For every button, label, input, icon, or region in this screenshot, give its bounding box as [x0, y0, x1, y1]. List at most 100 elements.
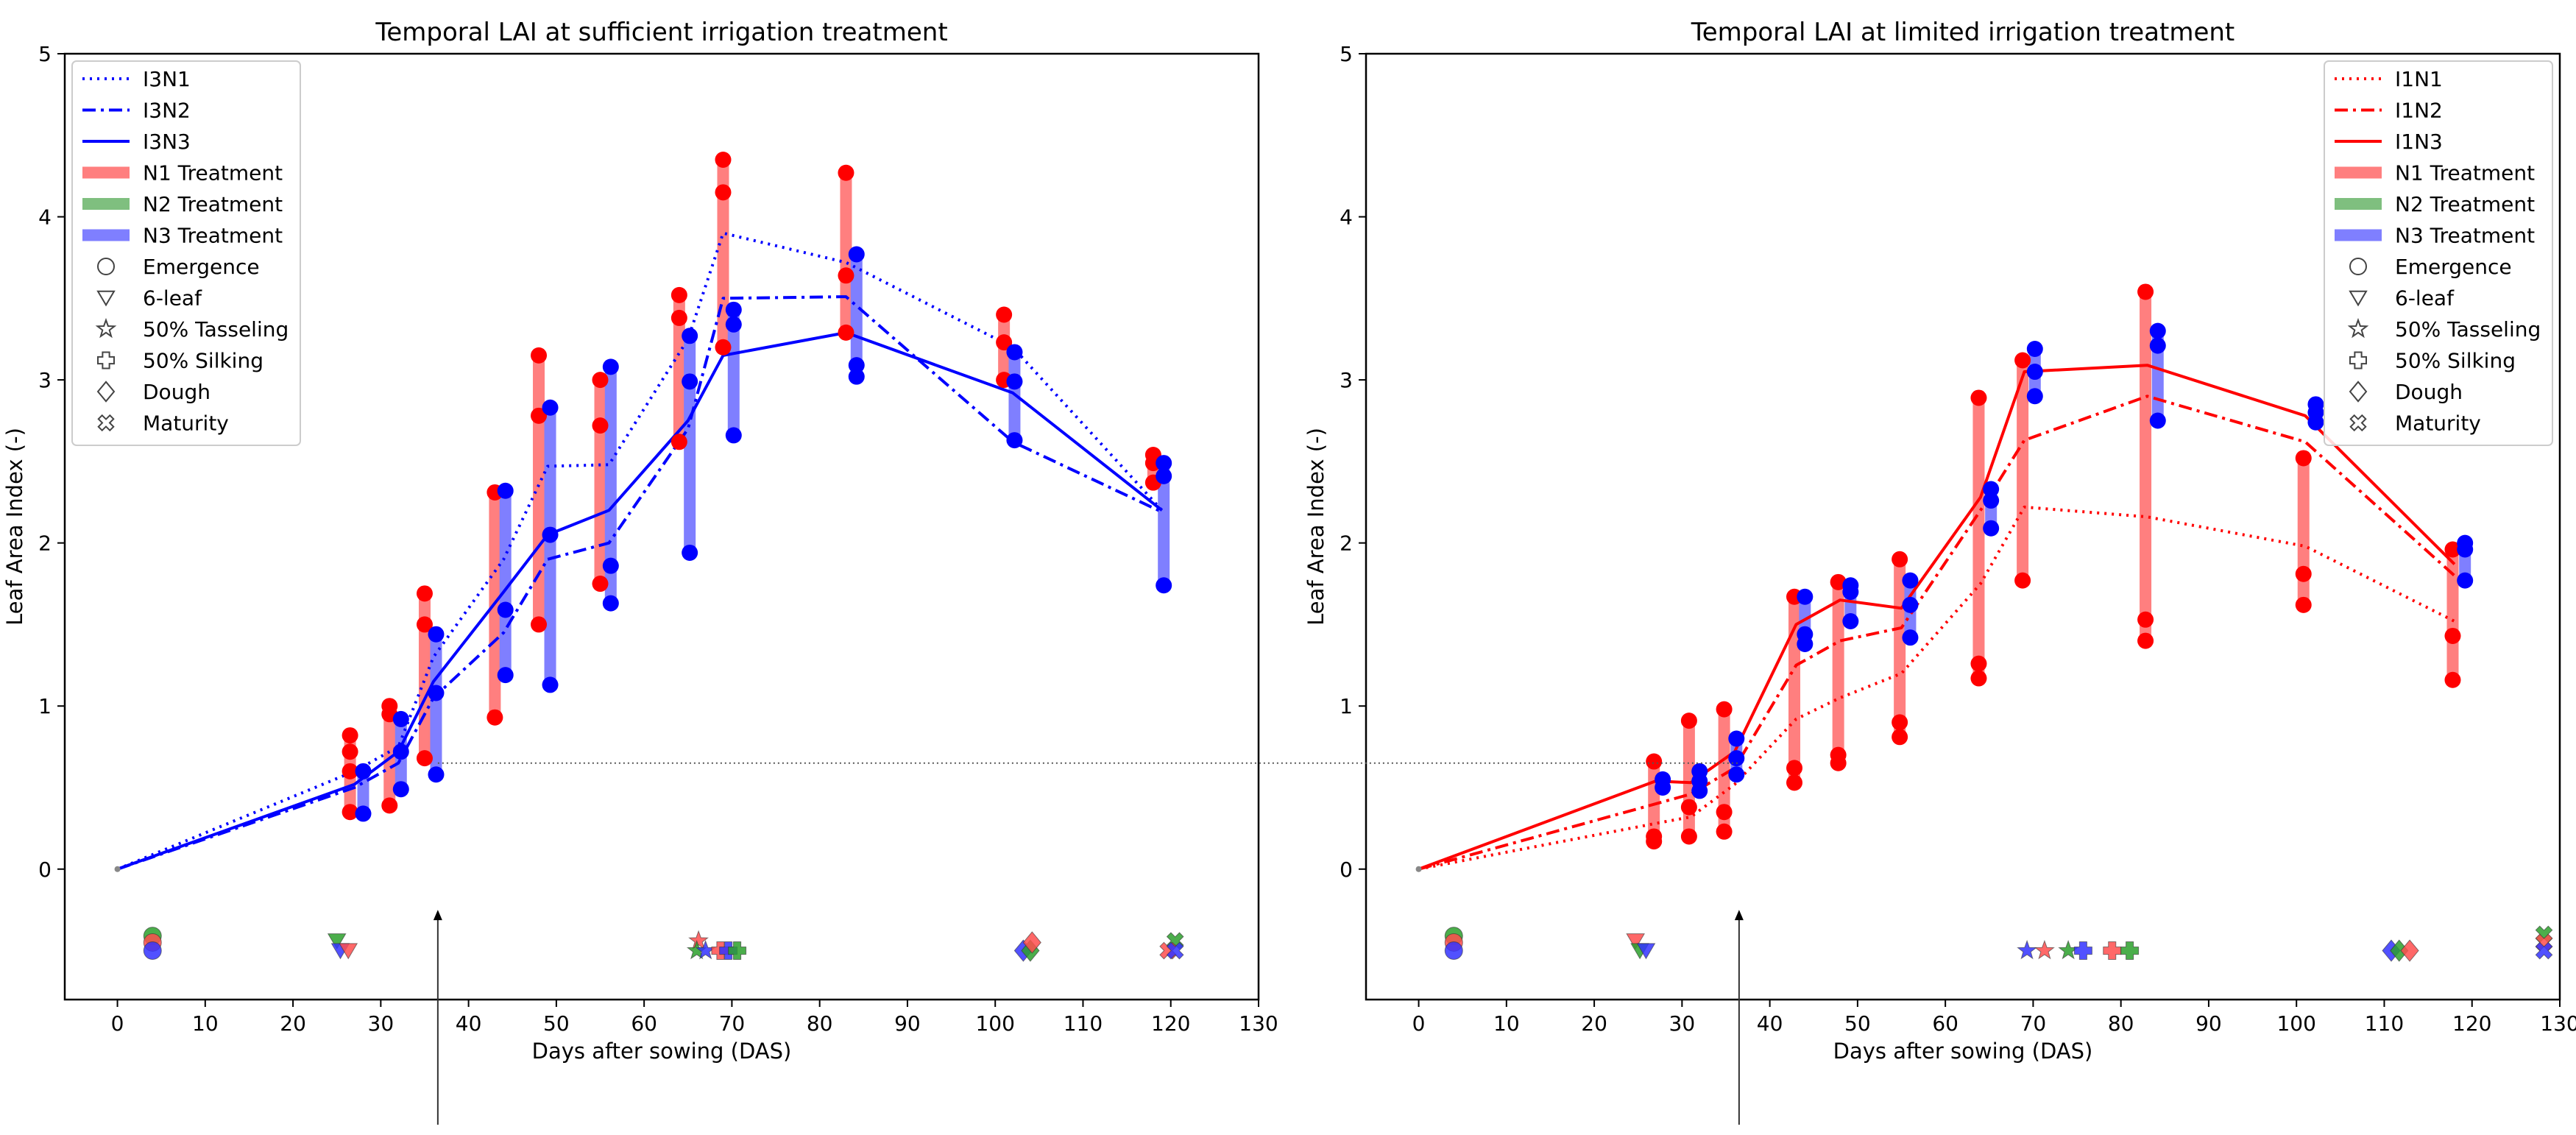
- measurement-point-n3: [682, 373, 698, 390]
- measurement-point-n3: [1728, 766, 1745, 783]
- y-axis-label: Leaf Area Index (-): [1303, 428, 1328, 626]
- measurement-point-n3: [497, 601, 514, 618]
- legend-label: N3 Treatment: [143, 224, 283, 248]
- measurement-point-n1: [592, 576, 609, 593]
- range-bar-n1: [1832, 581, 1844, 763]
- measurement-point-n1: [416, 750, 433, 767]
- measurement-point-n3: [392, 781, 409, 798]
- phenology-markers: [1444, 925, 2553, 962]
- y-tick-label: 2: [38, 531, 52, 556]
- measurement-point-n1: [715, 152, 732, 169]
- y-tick-label: 3: [38, 368, 52, 392]
- x-tick-label: 40: [456, 1011, 482, 1036]
- legend: I3N1 I3N2 I3N3 N1 Treatment N2 Treatment N3 T…: [71, 60, 301, 446]
- range-bar-n1: [840, 172, 852, 333]
- x-axis-label: Days after sowing (DAS): [532, 1039, 792, 1064]
- measurement-point-n1: [2014, 352, 2031, 369]
- phenology-marker-x: [1166, 941, 1184, 960]
- legend-label: Emergence: [2395, 255, 2512, 279]
- legend-marker-circle: [2349, 258, 2367, 275]
- measurement-point-n3: [542, 526, 559, 543]
- measurement-point-n3: [1156, 455, 1172, 472]
- measurement-point-n1: [2444, 627, 2461, 644]
- phenology-marker-diamond: [2400, 939, 2419, 962]
- measurement-points: [1415, 283, 2474, 872]
- phenology-marker-diamond: [1022, 931, 1041, 954]
- y-tick-label: 5: [38, 42, 52, 66]
- measurement-point-n1: [1680, 713, 1697, 729]
- measurement-point-n1: [715, 339, 732, 356]
- chart-sufficient-irrigation: Temporal LAI at sufficient irrigation tr…: [2, 18, 1278, 1064]
- x-tick-label: 110: [1064, 1011, 1103, 1036]
- x-tick-label: 100: [2276, 1011, 2315, 1036]
- measurement-point-n3: [355, 763, 372, 779]
- range-bar-n1: [2446, 549, 2459, 680]
- legend-label: N1 Treatment: [2395, 161, 2535, 185]
- measurement-point-n1: [715, 184, 732, 201]
- measurement-point-n1: [381, 698, 398, 715]
- measurement-point-n3: [1728, 730, 1745, 747]
- measurement-point-n1: [1892, 714, 1908, 731]
- x-tick-label: 0: [1412, 1011, 1426, 1036]
- y-tick-label: 4: [38, 205, 52, 230]
- legend-label: I1N2: [2395, 99, 2443, 123]
- measurement-point-n3: [2149, 322, 2166, 339]
- range-bar-n1: [2297, 458, 2310, 605]
- range-bar-n1: [673, 294, 685, 442]
- measurement-point-n3: [392, 710, 409, 727]
- x-tick-label: 120: [1151, 1011, 1190, 1036]
- measurement-point-n1: [2444, 541, 2461, 558]
- measurement-point-n1: [1646, 753, 1663, 770]
- measurement-point-n3: [1006, 344, 1023, 361]
- x-tick-label: 120: [2452, 1011, 2491, 1036]
- plot-frame: [1365, 52, 2561, 1001]
- legend-label: Maturity: [2395, 411, 2481, 436]
- legend-label: 50% Silking: [143, 349, 263, 373]
- y-tick-label: 1: [1340, 694, 1353, 718]
- x-tick-label: 10: [192, 1011, 219, 1036]
- legend-label: I3N1: [143, 67, 191, 91]
- measurement-point-n1: [1892, 729, 1908, 746]
- measurement-point-n3: [725, 427, 742, 444]
- phenology-marker-star: [2017, 939, 2038, 960]
- measurement-point-n3: [428, 685, 445, 701]
- legend-label: 50% Tasseling: [2395, 317, 2541, 342]
- measurement-point-n3: [1006, 373, 1023, 390]
- phenology-marker-triangle-down: [327, 933, 347, 950]
- measurement-point-n3: [848, 357, 865, 374]
- measurement-point-n3: [542, 676, 559, 693]
- x-tick-label: 30: [368, 1011, 394, 1036]
- measurement-point-n1: [531, 616, 548, 633]
- measurement-point-n3: [355, 805, 372, 822]
- measurement-point-n3: [1655, 771, 1671, 788]
- measurement-point-n3: [1983, 520, 2000, 537]
- x-axis-label: Days after sowing (DAS): [1833, 1039, 2093, 1064]
- measurement-point-n3: [1156, 467, 1172, 484]
- legend-band-n3: [82, 229, 130, 241]
- measurement-point-n3: [428, 766, 445, 783]
- measurement-point-n1: [486, 709, 503, 726]
- measurement-point-n1: [592, 372, 609, 389]
- measurement-point-n3: [1156, 577, 1172, 594]
- series-line-i3n1: [116, 231, 1164, 871]
- range-bar-n3: [1158, 463, 1170, 586]
- range-bar-n3: [499, 490, 512, 676]
- measurement-point-n3: [542, 399, 559, 416]
- range-bar-n3: [430, 634, 442, 775]
- x-tick-label: 50: [1844, 1011, 1871, 1036]
- x-tick-label: 10: [1493, 1011, 1520, 1036]
- x-tick-label: 80: [807, 1011, 833, 1036]
- measurement-point-n1: [416, 585, 433, 602]
- series-lines: [1418, 364, 2456, 871]
- phenology-marker-triangle-down: [1626, 933, 1646, 950]
- x-tick-label: 70: [719, 1011, 746, 1036]
- series-line-i1n3: [1418, 364, 2456, 871]
- y-axis-label: Leaf Area Index (-): [2, 428, 27, 626]
- measurement-point-n3: [1983, 492, 2000, 509]
- y-tick-label: 2: [1340, 531, 1353, 556]
- legend-marker-plus: [97, 351, 115, 370]
- measurement-point-n3: [392, 743, 409, 760]
- x-tick-label: 30: [1669, 1011, 1696, 1036]
- x-tick-label: 90: [2195, 1011, 2222, 1036]
